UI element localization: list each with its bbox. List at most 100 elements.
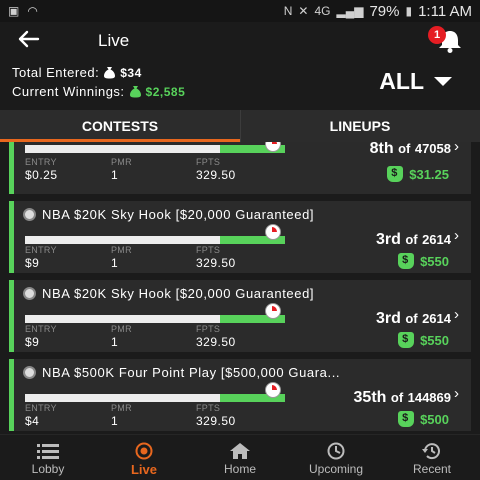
- contest-rank: 3rd of 2614: [376, 231, 451, 249]
- signal-icon: ▂▄▆: [336, 4, 364, 18]
- current-winnings-label: Current Winnings:: [12, 84, 125, 99]
- basketball-icon: [23, 287, 36, 300]
- pmr-value: 1: [111, 168, 119, 182]
- pmr-value: 1: [111, 335, 119, 349]
- fpts-value: 329.50: [196, 335, 236, 349]
- money-bag-icon: [104, 67, 116, 79]
- fpts-value: 329.50: [196, 256, 236, 270]
- rank-of: of: [398, 142, 411, 156]
- wifi-icon: ◠: [27, 4, 38, 18]
- contest-title: NBA $500K Four Point Play [$500,000 Guar…: [42, 365, 341, 380]
- nav-home-label: Home: [223, 462, 256, 476]
- entry-value: $4: [25, 414, 40, 428]
- contest-card[interactable]: ENTRY PMR FPTS $0.25 1 329.50 8th of 470…: [9, 142, 471, 194]
- tab-divider: [240, 110, 241, 142]
- card-status-accent: [9, 201, 14, 273]
- contest-card[interactable]: NBA $20K Sky Hook [$20,000 Guaranteed] E…: [9, 201, 471, 273]
- rank-of: of: [405, 311, 418, 326]
- fpts-value: 329.50: [196, 414, 236, 428]
- rank-total: 2614: [422, 232, 451, 247]
- chevron-right-icon: ›: [454, 385, 459, 402]
- rank-total: 47058: [414, 142, 451, 156]
- card-status-accent: [9, 280, 14, 352]
- live-icon: [135, 442, 153, 460]
- entry-summary: Total Entered: $34 Current Winnings: $2,…: [0, 60, 480, 106]
- lineup-progress-bar: [25, 145, 285, 153]
- entry-value: $9: [25, 335, 40, 349]
- contest-title: NBA $20K Sky Hook [$20,000 Guaranteed]: [42, 207, 315, 222]
- rank-of: of: [390, 390, 404, 405]
- lineup-progress-bar: [25, 394, 285, 402]
- pmr-value: 1: [111, 414, 119, 428]
- contest-name: NBA $500K Four Point Play [$500,000 Guar…: [23, 365, 340, 380]
- rank-position: 8th: [369, 142, 394, 157]
- contest-name: NBA $20K Sky Hook [$20,000 Guaranteed]: [23, 286, 314, 301]
- photo-notification-icon: ▣: [8, 4, 20, 18]
- nav-lobby[interactable]: Lobby: [0, 435, 96, 480]
- nav-home[interactable]: Home: [192, 435, 288, 480]
- game-clock-icon: [265, 382, 281, 398]
- contest-list[interactable]: ENTRY PMR FPTS $0.25 1 329.50 8th of 470…: [0, 142, 480, 434]
- winnings-value: $500: [420, 411, 449, 427]
- money-bag-icon: [398, 411, 415, 427]
- app-header: Live 1: [0, 22, 480, 60]
- entry-value: $0.25: [25, 168, 58, 182]
- mute-icon: ✕: [298, 4, 309, 18]
- fpts-label: FPTS: [196, 157, 221, 167]
- chevron-right-icon: ›: [454, 227, 459, 244]
- clock-icon: [327, 442, 345, 460]
- clock-time: 1:11 AM: [418, 2, 472, 20]
- battery-percent: 79%: [369, 2, 400, 20]
- network-type-icon: 4G: [314, 4, 331, 18]
- contest-card[interactable]: NBA $20K Sky Hook [$20,000 Guaranteed] E…: [9, 280, 471, 352]
- notifications-button[interactable]: 1: [428, 26, 464, 54]
- rank-of: of: [405, 232, 418, 247]
- nav-upcoming-label: Upcoming: [308, 462, 364, 476]
- winnings-value: $550: [420, 253, 449, 269]
- winnings-value: $31.25: [409, 166, 449, 182]
- rank-total: 144869: [407, 390, 451, 405]
- chevron-right-icon: ›: [454, 142, 459, 155]
- contest-rank: 8th of 47058: [370, 142, 451, 158]
- winnings-value: $550: [420, 332, 449, 348]
- tab-lineups[interactable]: LINEUPS: [329, 118, 391, 134]
- back-arrow-icon[interactable]: [18, 28, 48, 54]
- notification-badge: 1: [428, 26, 446, 44]
- battery-icon: ▮: [405, 4, 413, 18]
- entry-value: $9: [25, 256, 40, 270]
- total-entered-label: Total Entered:: [12, 65, 100, 80]
- lineup-progress-bar: [25, 315, 285, 323]
- sport-filter-dropdown[interactable]: ALL: [379, 68, 452, 95]
- pmr-label: PMR: [111, 245, 132, 255]
- current-winnings-value: $2,585: [145, 84, 186, 99]
- rank-position: 35th: [353, 389, 387, 406]
- contest-rank: 3rd of 2614: [376, 310, 451, 328]
- money-bag-icon: [398, 332, 415, 348]
- list-icon: [37, 444, 59, 459]
- game-clock-icon: [265, 224, 281, 240]
- page-title: Live: [98, 31, 130, 50]
- current-winnings-row: Current Winnings: $2,585: [12, 84, 185, 99]
- contest-rank: 35th of 144869: [354, 389, 451, 407]
- progress-fill: [220, 145, 285, 153]
- basketball-icon: [23, 208, 36, 221]
- nav-upcoming[interactable]: Upcoming: [288, 435, 384, 480]
- pmr-label: PMR: [111, 403, 132, 413]
- nav-recent[interactable]: Recent: [384, 435, 480, 480]
- contest-title: NBA $20K Sky Hook [$20,000 Guaranteed]: [42, 286, 315, 301]
- entry-label: ENTRY: [25, 403, 57, 413]
- status-bar: ▣ ◠ N ✕ 4G ▂▄▆ 79% ▮ 1:11 AM: [0, 0, 480, 22]
- tab-contests[interactable]: CONTESTS: [0, 110, 240, 142]
- sport-filter-value: ALL: [379, 68, 424, 94]
- fpts-label: FPTS: [196, 403, 221, 413]
- contest-winnings: $31.25: [387, 166, 449, 182]
- progress-fill: [220, 315, 285, 323]
- contest-name: NBA $20K Sky Hook [$20,000 Guaranteed]: [23, 207, 314, 222]
- nav-recent-label: Recent: [412, 462, 452, 476]
- contest-card[interactable]: NBA $500K Four Point Play [$500,000 Guar…: [9, 359, 471, 431]
- nav-live[interactable]: Live: [96, 435, 192, 480]
- progress-fill: [220, 236, 285, 244]
- contest-winnings: $550: [398, 253, 449, 269]
- fpts-value: 329.50: [196, 168, 236, 182]
